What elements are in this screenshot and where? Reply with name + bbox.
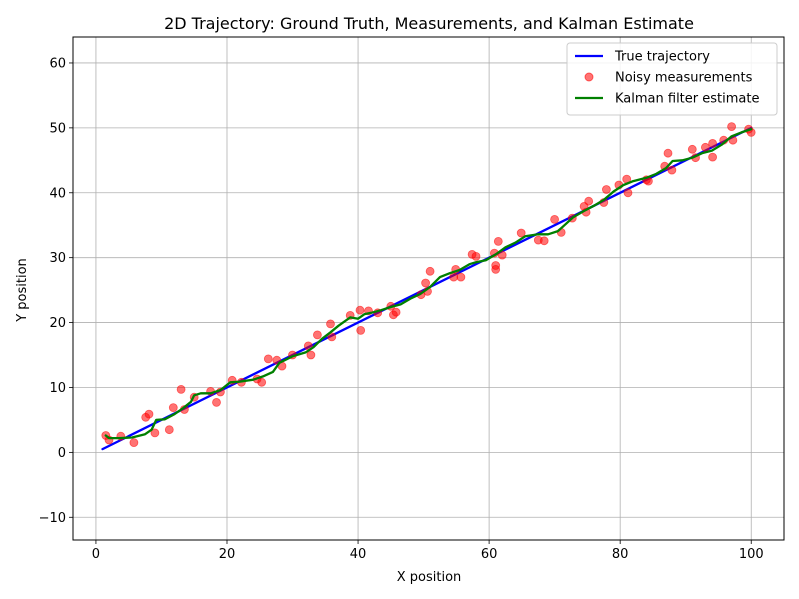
measurement-point xyxy=(687,144,697,154)
y-axis-label: Y position xyxy=(15,258,30,323)
measurement-point xyxy=(176,384,186,394)
kalman-filter-estimate-line xyxy=(104,128,753,440)
plot-frame xyxy=(72,36,785,541)
x-tick-label: 80 xyxy=(612,547,629,562)
x-tick-label: 60 xyxy=(481,547,498,562)
plot-area xyxy=(72,36,785,541)
x-tick-label: 100 xyxy=(739,547,764,562)
y-tick-label: 40 xyxy=(49,186,66,201)
measurement-point xyxy=(421,278,431,288)
ticks: 0 20 40 60 80 100 −10 0 10 20 30 40 50 60 xyxy=(39,56,764,562)
legend-swatch-noisy-measurements xyxy=(584,72,594,82)
legend-label-kalman-filter-estimate: Kalman filter estimate xyxy=(615,92,759,107)
measurement-point xyxy=(150,428,160,438)
measurement-point xyxy=(168,403,178,413)
measurement-point xyxy=(212,397,221,407)
measurement-point xyxy=(456,272,466,282)
measurement-point xyxy=(144,409,154,419)
chart-title: 2D Trajectory: Ground Truth, Measurement… xyxy=(164,14,694,33)
legend-label-noisy-measurements: Noisy measurements xyxy=(615,71,753,86)
measurement-point xyxy=(584,196,594,206)
legend-box xyxy=(566,42,778,116)
measurement-point xyxy=(356,325,366,335)
measurement-point xyxy=(602,185,611,194)
x-axis-label: X position xyxy=(397,570,462,585)
measurement-point xyxy=(312,330,322,340)
x-tick-label: 40 xyxy=(350,547,367,562)
grid xyxy=(73,37,784,540)
measurement-point xyxy=(391,307,401,317)
y-tick-label: 10 xyxy=(49,381,66,396)
measurement-point xyxy=(326,319,335,329)
x-tick-label: 0 xyxy=(92,547,100,562)
measurement-point xyxy=(550,214,559,224)
measurement-point xyxy=(263,354,273,364)
series-layer xyxy=(101,122,756,451)
measurement-point xyxy=(727,122,736,131)
measurement-point xyxy=(355,305,365,315)
measurement-point xyxy=(306,350,316,360)
measurement-point xyxy=(491,264,501,274)
y-tick-label: −10 xyxy=(39,511,66,526)
y-tick-label: 30 xyxy=(49,251,66,266)
measurement-point xyxy=(493,236,503,246)
measurement-point xyxy=(257,377,267,387)
measurement-point xyxy=(701,142,710,152)
y-tick-label: 60 xyxy=(49,56,66,71)
y-tick-label: 50 xyxy=(49,121,66,136)
y-tick-label: 0 xyxy=(58,446,66,461)
legend-label-true-trajectory: True trajectory xyxy=(614,50,710,65)
y-tick-label: 20 xyxy=(49,316,66,331)
measurement-point xyxy=(327,332,337,342)
measurement-point xyxy=(129,438,139,448)
measurement-point xyxy=(539,236,549,246)
measurement-point xyxy=(516,228,526,238)
measurement-point xyxy=(663,148,673,158)
measurement-point xyxy=(425,266,435,276)
measurement-point xyxy=(471,251,481,261)
measurement-point xyxy=(623,188,633,198)
measurement-point xyxy=(708,152,717,162)
measurement-point xyxy=(667,165,677,175)
measurement-point xyxy=(708,138,717,148)
legend: True trajectory Noisy measurements Kalman … xyxy=(566,42,778,116)
x-tick-label: 20 xyxy=(219,547,236,562)
measurement-point xyxy=(164,425,174,435)
